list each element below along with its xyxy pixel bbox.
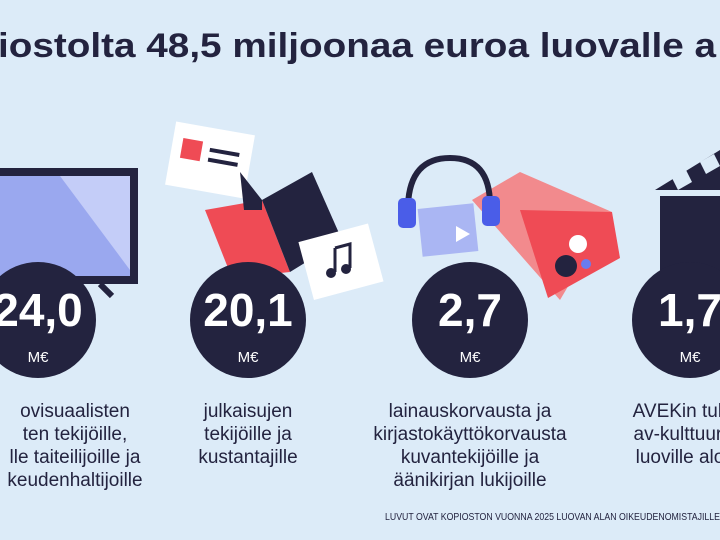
description-line: kirjastokäyttökorvausta	[373, 424, 567, 445]
unit: M€	[238, 349, 259, 366]
description-line: keudenhaltijoille	[7, 470, 142, 491]
description-line: AVEKin tuk	[633, 401, 720, 422]
description-line: julkaisujen	[203, 401, 293, 422]
title: iostolta 48,5 miljoonaa euroa luovalle a	[0, 27, 717, 65]
amount: 2,7	[438, 284, 502, 336]
amount: 20,1	[203, 284, 293, 336]
description-line: luoville alo	[636, 447, 720, 468]
description-line: tekijöille ja	[204, 424, 292, 445]
description-line: äänikirjan lukijoille	[393, 470, 546, 491]
description-line: lainauskorvausta ja	[389, 401, 552, 422]
amount: 1,7	[658, 284, 720, 336]
clapper-illustration	[655, 150, 720, 276]
description-line: ten tekijöille,	[23, 424, 128, 445]
books-illustration	[165, 121, 384, 301]
amount-circle	[0, 262, 96, 378]
description-line: ovisuaalisten	[20, 401, 130, 422]
unit: M€	[460, 349, 481, 366]
description-line: kustantajille	[198, 447, 297, 468]
amount-circle	[632, 262, 720, 378]
unit: M€	[28, 349, 49, 366]
description-line: av-kulttuuri	[634, 424, 720, 445]
amount: 24,0	[0, 284, 83, 336]
footer-note: LUVUT OVAT KOPIOSTON VUONNA 2025 LUOVAN …	[385, 511, 720, 523]
audio-illustration	[398, 154, 620, 300]
amount-circle	[190, 262, 306, 378]
tv-illustration	[0, 168, 138, 299]
amount-circle	[412, 262, 528, 378]
description-line: lle taiteilijoille ja	[10, 447, 141, 468]
description-line: kuvantekijöille ja	[401, 447, 540, 468]
unit: M€	[680, 349, 701, 366]
